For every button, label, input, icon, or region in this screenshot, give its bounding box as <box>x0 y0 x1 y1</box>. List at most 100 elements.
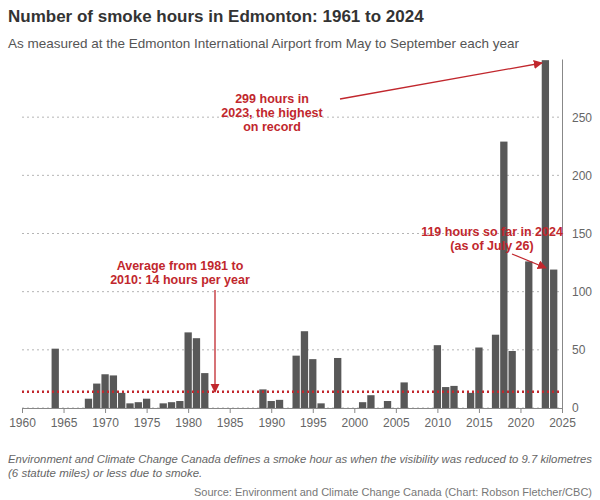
bar <box>359 402 366 408</box>
y-tick: 0 <box>562 401 579 415</box>
x-axis: 1960 1965 1970 1975 1980 1985 1990 1995 2000 2005… <box>9 408 576 430</box>
annotation-text: 299 hours in2023, the higheston record <box>221 92 323 134</box>
x-tick-label: 1995 <box>300 416 327 430</box>
x-tick-label: 1970 <box>92 416 119 430</box>
x-tick: 1985 <box>217 408 244 430</box>
bar <box>434 345 441 408</box>
x-tick-mark <box>271 408 272 413</box>
x-tick: 1980 <box>175 408 202 430</box>
average-line <box>22 390 562 393</box>
x-tick-label: 2025 <box>549 416 576 430</box>
annotation-line: Average from 1981 to <box>117 259 244 273</box>
x-tick-mark <box>64 408 65 413</box>
bar <box>334 358 341 408</box>
x-tick-label: 2015 <box>466 416 493 430</box>
y-tick-label: 150 <box>572 227 592 241</box>
chart-container: Number of smoke hours in Edmonton: 1961 … <box>0 0 600 500</box>
bar <box>309 359 316 408</box>
x-tick: 1990 <box>258 408 285 430</box>
x-tick-mark <box>437 408 438 413</box>
y-tick-label: 0 <box>572 401 579 415</box>
annotation-line: 2010: 14 hours per year <box>110 273 250 287</box>
bar <box>185 332 192 408</box>
source: Source: Environment and Climate Change C… <box>194 486 592 498</box>
bar <box>126 403 133 408</box>
bar <box>509 351 516 408</box>
note: Environment and Climate Change Canada de… <box>8 453 592 479</box>
annotation-arrow <box>214 290 215 392</box>
bar <box>525 261 532 408</box>
bar <box>301 331 308 408</box>
note-line: Environment and Climate Change Canada de… <box>8 453 592 465</box>
y-tick: 50 <box>562 343 586 357</box>
x-tick: 1995 <box>300 408 327 430</box>
bar <box>85 399 92 408</box>
x-tick-label: 1975 <box>134 416 161 430</box>
annotation-line: on record <box>243 120 301 134</box>
grid <box>22 117 562 408</box>
x-tick-label: 1960 <box>9 416 36 430</box>
y-tick: 250 <box>562 111 592 125</box>
x-tick-mark <box>313 408 314 413</box>
bar <box>550 270 557 408</box>
subtitle: As measured at the Edmonton Internationa… <box>8 36 520 51</box>
bar <box>93 384 100 408</box>
x-tick-mark <box>354 408 355 413</box>
bar <box>135 402 142 408</box>
bar <box>268 401 275 408</box>
x-tick-label: 1985 <box>217 416 244 430</box>
bar <box>193 338 200 408</box>
annotation-text: Average from 1981 to2010: 14 hours per y… <box>110 259 250 287</box>
y-tick-label: 50 <box>572 343 586 357</box>
x-tick: 1965 <box>51 408 78 430</box>
x-tick: 2005 <box>383 408 410 430</box>
x-tick-label: 1965 <box>51 416 78 430</box>
y-tick-label: 250 <box>572 111 592 125</box>
bar <box>168 402 175 408</box>
annotation-arrow <box>340 63 542 99</box>
x-tick-label: 2020 <box>508 416 535 430</box>
x-tick-label: 2010 <box>425 416 452 430</box>
grid-line <box>22 175 562 176</box>
x-axis-line <box>23 409 563 414</box>
bar <box>492 335 499 408</box>
x-tick-label: 1990 <box>258 416 285 430</box>
bar <box>500 142 507 408</box>
bar <box>118 393 125 408</box>
x-tick-mark <box>230 408 231 413</box>
y-tick-label: 200 <box>572 169 592 183</box>
x-tick-label: 2000 <box>341 416 368 430</box>
annotations: 299 hours in2023, the higheston record 11… <box>110 63 563 392</box>
x-tick-mark <box>105 408 106 413</box>
x-tick: 2015 <box>466 408 493 430</box>
bar <box>276 400 283 408</box>
annotation-line: 299 hours in <box>235 92 309 106</box>
y-tick: 100 <box>562 285 592 299</box>
bar <box>160 403 167 408</box>
x-tick: 2020 <box>508 408 535 430</box>
annotation-line: 119 hours so far in 2024 <box>421 225 563 239</box>
x-tick-mark <box>396 408 397 413</box>
bar <box>475 348 482 408</box>
bar <box>367 395 374 408</box>
y-axis: 0 50 100 150 200 250 <box>562 60 592 416</box>
x-tick-mark <box>479 408 480 413</box>
annotation-text: 119 hours so far in 2024(as of July 26) <box>421 225 563 253</box>
bar <box>143 399 150 408</box>
x-tick-mark <box>562 408 563 413</box>
bar <box>384 401 391 408</box>
bar <box>442 387 449 408</box>
x-tick: 2000 <box>341 408 368 430</box>
title: Number of smoke hours in Edmonton: 1961 … <box>8 7 424 26</box>
bar <box>467 393 474 408</box>
annotation-arrow <box>512 254 546 268</box>
x-tick-mark <box>188 408 189 413</box>
bar <box>293 356 300 408</box>
x-tick-mark <box>22 408 23 413</box>
bar <box>401 382 408 408</box>
y-tick: 150 <box>562 227 592 241</box>
y-tick-label: 100 <box>572 285 592 299</box>
x-tick: 1960 <box>9 408 36 430</box>
bar <box>450 386 457 408</box>
y-tick: 200 <box>562 169 592 183</box>
